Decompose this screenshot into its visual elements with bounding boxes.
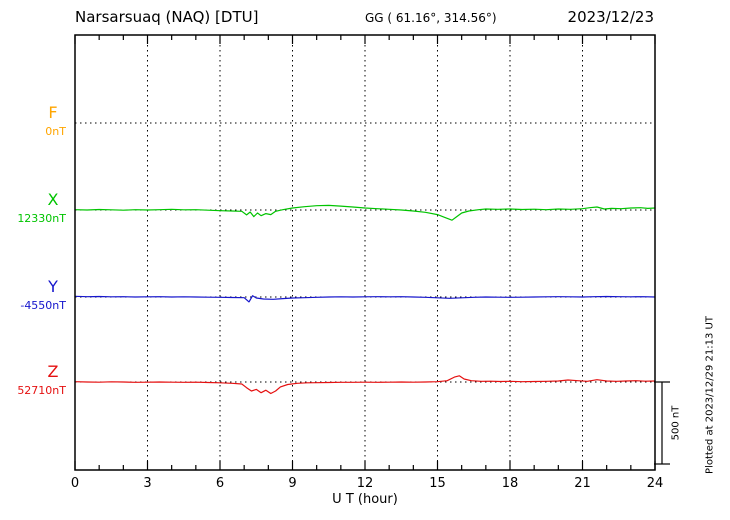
trace-Y <box>74 295 656 303</box>
series-letter-Z: Z <box>47 362 59 381</box>
x-tick-label-12: 12 <box>356 476 374 491</box>
plot-date: 2023/12/23 <box>567 8 654 26</box>
series-letter-Y: Y <box>48 277 58 296</box>
x-tick-label-24: 24 <box>646 476 664 491</box>
x-axis-label: U T (hour) <box>332 492 398 507</box>
x-tick-label-3: 3 <box>143 476 152 491</box>
geo-coords: GG ( 61.16°, 314.56°) <box>365 11 497 25</box>
series-baseline-Y: -4550nT <box>20 299 66 312</box>
series-baseline-F: 0nT <box>45 125 66 138</box>
trace-X <box>74 204 656 221</box>
x-tick-label-0: 0 <box>70 476 80 491</box>
series-baseline-X: 12330nT <box>17 212 66 225</box>
x-tick-label-21: 21 <box>574 476 591 491</box>
series-baseline-Z: 52710nT <box>17 384 66 397</box>
scale-bar-label: 500 nT <box>670 405 682 441</box>
x-tick-label-15: 15 <box>429 476 446 491</box>
x-tick-label-6: 6 <box>215 476 225 491</box>
x-tick-label-18: 18 <box>501 476 519 491</box>
series-letter-F: F <box>48 103 58 122</box>
x-tick-label-9: 9 <box>288 476 297 491</box>
plotted-at-note: Plotted at 2023/12/29 21:13 UT <box>704 316 716 474</box>
trace-Z <box>74 375 656 395</box>
series-letter-X: X <box>47 190 59 209</box>
station-title: Narsarsuaq (NAQ) [DTU] <box>75 8 259 26</box>
